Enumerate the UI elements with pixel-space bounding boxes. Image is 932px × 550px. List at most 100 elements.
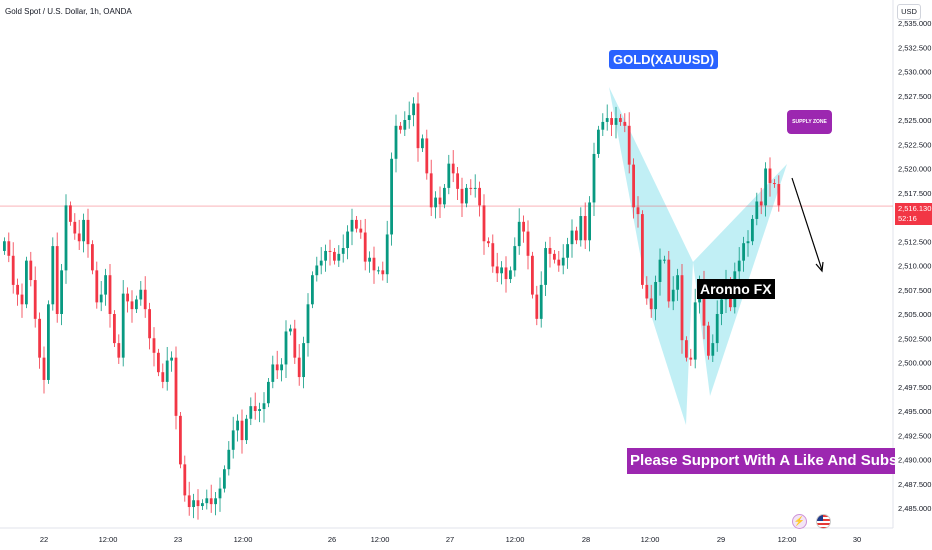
price-tick-label: 2,502.500 bbox=[898, 334, 931, 343]
candle-body bbox=[689, 357, 693, 360]
candle-body bbox=[715, 314, 719, 344]
time-axis-ticks: 22 12:00 23 12:00 26 12:00 27 12:00 28 12:00 29 12:… bbox=[40, 535, 861, 544]
candle-body bbox=[25, 260, 28, 305]
candle-body bbox=[121, 293, 125, 358]
candle-body bbox=[33, 280, 37, 319]
candle-body bbox=[165, 360, 169, 382]
price-tick-label: 2,512.500 bbox=[898, 237, 931, 246]
candle-body bbox=[663, 259, 666, 261]
candle-body bbox=[319, 260, 323, 266]
candle-body bbox=[623, 121, 627, 126]
candle-body bbox=[526, 231, 530, 256]
candle-body bbox=[751, 218, 754, 242]
price-tick-label: 2,505.000 bbox=[898, 310, 931, 319]
candle-body bbox=[399, 125, 402, 130]
candle-body bbox=[685, 340, 688, 358]
candle-body bbox=[143, 289, 147, 310]
candle-body bbox=[768, 168, 772, 184]
candle-body bbox=[500, 267, 503, 274]
candle-body bbox=[627, 125, 631, 165]
candle-body bbox=[236, 420, 239, 431]
candle-body bbox=[187, 495, 191, 508]
price-tick-label: 2,525.000 bbox=[898, 116, 931, 125]
candle-body bbox=[117, 343, 121, 358]
candle-body bbox=[157, 352, 160, 373]
candle-body bbox=[579, 216, 583, 241]
candle-body bbox=[16, 284, 19, 295]
candle-body bbox=[487, 241, 490, 244]
candle-body bbox=[297, 357, 301, 378]
candle-body bbox=[372, 257, 376, 271]
candle-body bbox=[742, 243, 745, 261]
time-tick-label: 30 bbox=[853, 535, 861, 544]
candle-body bbox=[73, 221, 77, 234]
time-tick-label: 12:00 bbox=[234, 535, 253, 544]
candle-body bbox=[231, 430, 235, 450]
projection-arrow-head bbox=[815, 261, 824, 273]
candle-body bbox=[60, 270, 63, 314]
us-flag-icon[interactable] bbox=[816, 514, 831, 529]
candle-body bbox=[47, 304, 50, 380]
flash-icon[interactable]: ⚡ bbox=[792, 514, 807, 529]
candle-body bbox=[451, 163, 455, 174]
candle-body bbox=[328, 250, 332, 252]
candle-body bbox=[315, 265, 319, 276]
candle-body bbox=[535, 294, 539, 319]
candle-body bbox=[707, 325, 710, 356]
candle-body bbox=[517, 221, 521, 247]
candle-body bbox=[359, 228, 363, 233]
candle-body bbox=[152, 338, 156, 353]
candle-body bbox=[275, 364, 279, 371]
candle-body bbox=[11, 255, 15, 285]
price-axis-ticks: 2,485.000 2,487.500 2,490.000 2,492.500 2,49… bbox=[898, 19, 931, 513]
candle-body bbox=[570, 230, 574, 245]
candle-body bbox=[363, 232, 367, 262]
candle-body bbox=[139, 289, 143, 300]
candle-body bbox=[135, 299, 138, 310]
candle-body bbox=[592, 153, 596, 203]
candle-body bbox=[205, 498, 209, 504]
candle-body bbox=[223, 469, 226, 489]
currency-button[interactable]: USD bbox=[897, 4, 921, 20]
candle-body bbox=[368, 257, 371, 262]
candle-body bbox=[161, 372, 165, 382]
price-tick-label: 2,510.000 bbox=[898, 262, 931, 271]
candle-body bbox=[416, 103, 420, 149]
candle-body bbox=[641, 214, 644, 285]
candle-body bbox=[553, 253, 556, 260]
candle-body bbox=[632, 164, 635, 208]
candle-body bbox=[610, 118, 613, 125]
candle-body bbox=[522, 221, 525, 232]
symbol-title: Gold Spot / U.S. Dollar, 1h, OANDA bbox=[5, 7, 132, 16]
candle-body bbox=[583, 216, 587, 241]
candle-body bbox=[3, 241, 6, 251]
candle-body bbox=[434, 197, 437, 208]
price-tick-label: 2,507.500 bbox=[898, 286, 931, 295]
candle-body bbox=[421, 138, 424, 149]
candle-body bbox=[280, 364, 283, 371]
candle-body bbox=[720, 299, 723, 314]
candle-body bbox=[759, 201, 763, 206]
candle-body bbox=[174, 357, 178, 416]
candle-body bbox=[645, 284, 649, 299]
candles bbox=[3, 92, 781, 520]
candle-body bbox=[333, 251, 336, 261]
candle-body bbox=[271, 364, 275, 382]
candle-body bbox=[597, 129, 600, 154]
price-tick-label: 2,520.000 bbox=[898, 165, 931, 174]
support-banner: Please Support With A Like And Subscribe bbox=[627, 448, 895, 474]
price-tick-label: 2,490.000 bbox=[898, 456, 931, 465]
candle-body bbox=[38, 318, 41, 358]
candle-body bbox=[20, 294, 24, 305]
candle-body bbox=[249, 406, 253, 419]
candle-body bbox=[51, 246, 55, 305]
candle-body bbox=[566, 244, 569, 258]
candle-body bbox=[108, 275, 112, 314]
time-tick-label: 12:00 bbox=[99, 535, 118, 544]
harmonic-pattern-left-wing bbox=[609, 87, 693, 425]
candle-body bbox=[55, 246, 59, 314]
candle-body bbox=[557, 259, 561, 266]
price-tick-label: 2,530.000 bbox=[898, 68, 931, 77]
candle-body bbox=[126, 293, 129, 302]
candle-body bbox=[192, 500, 195, 508]
